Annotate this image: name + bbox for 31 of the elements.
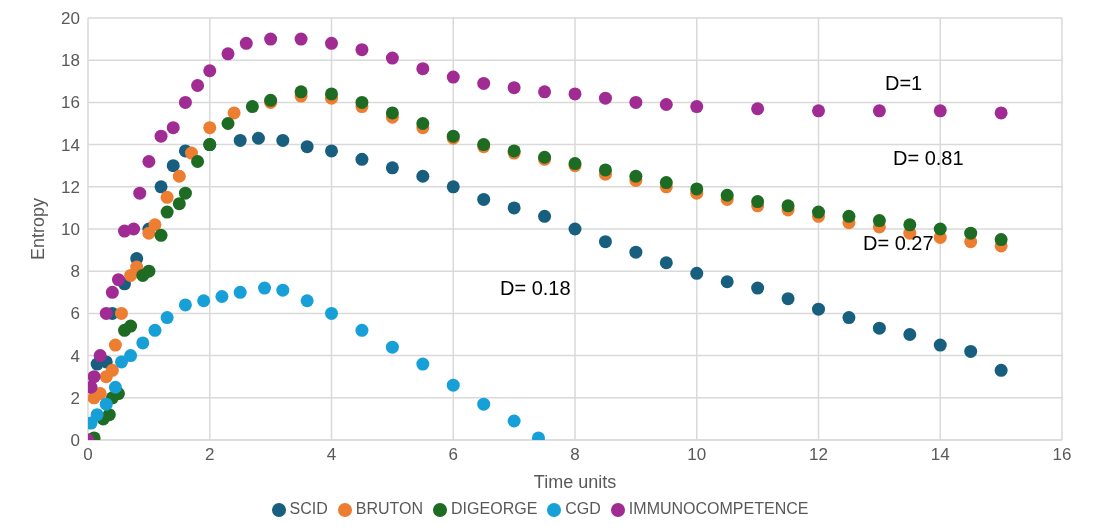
y-tick-label: 12: [61, 177, 80, 197]
legend-label: IMMUNOCOMPETENCE: [628, 500, 809, 517]
annotation: D= 0.81: [893, 147, 964, 170]
y-tick-label: 0: [70, 431, 80, 451]
x-tick-label: 2: [205, 445, 215, 465]
y-tick-label: 4: [70, 346, 80, 366]
y-tick-label: 16: [61, 93, 80, 113]
x-tick-label: 8: [570, 445, 580, 465]
annotation: D= 0.27: [863, 232, 934, 255]
x-tick-label: 4: [326, 445, 337, 465]
x-tick-label: 10: [687, 445, 707, 465]
x-tick-label: 12: [809, 445, 828, 465]
legend-label: CGD: [565, 500, 601, 517]
annotation: D=1: [885, 72, 923, 95]
legend-label: DIGEORGE: [451, 500, 538, 517]
y-axis-title: Entropy: [28, 197, 49, 261]
y-tick-label: 2: [70, 388, 80, 408]
annotation: D= 0.18: [500, 277, 571, 300]
x-tick-label: 14: [930, 445, 950, 465]
y-tick-label: 10: [61, 220, 80, 240]
y-tick-label: 6: [70, 304, 80, 324]
y-tick-label: 18: [61, 51, 80, 71]
y-tick-label: 20: [61, 9, 80, 29]
x-axis-title: Time units: [533, 472, 617, 492]
x-tick-label: 0: [83, 445, 93, 465]
x-tick-label: 6: [448, 445, 458, 465]
y-tick-label: 14: [61, 135, 80, 155]
y-tick-label: 8: [70, 262, 80, 282]
x-tick-label: 16: [1052, 445, 1072, 465]
legend-label: SCID: [289, 500, 328, 517]
legend-label: BRUTON: [355, 500, 424, 517]
